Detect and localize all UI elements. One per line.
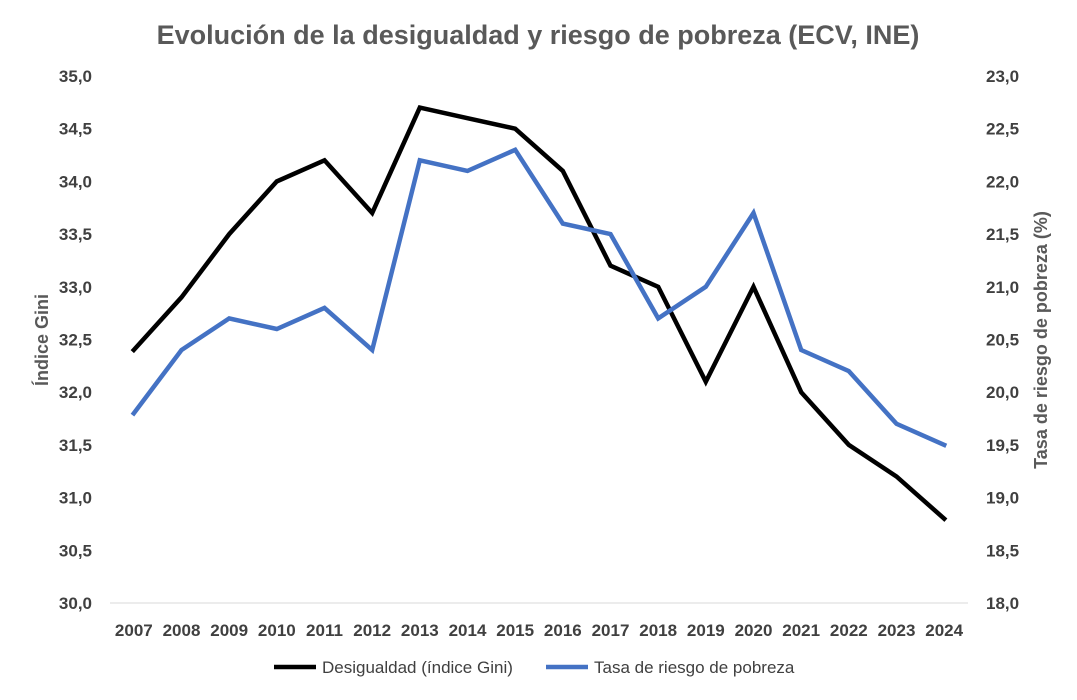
x-tick-label: 2012: [353, 621, 391, 640]
y-right-tick-label: 21,0: [986, 278, 1019, 297]
y-right-tick-label: 19,0: [986, 489, 1019, 508]
y-right-tick-label: 21,5: [986, 225, 1019, 244]
x-tick-label: 2013: [401, 621, 439, 640]
x-tick-label: 2024: [925, 621, 963, 640]
x-tick-label: 2019: [687, 621, 725, 640]
y-right-tick-label: 20,5: [986, 331, 1019, 350]
x-tick-label: 2023: [878, 621, 916, 640]
legend: Desigualdad (índice Gini) Tasa de riesgo …: [274, 658, 795, 677]
y-left-tick-label: 33,0: [59, 278, 92, 297]
series-line-2: [130, 146, 948, 448]
legend-label-2: Tasa de riesgo de pobreza: [594, 658, 795, 677]
y-left-tick-label: 33,5: [59, 225, 92, 244]
y-left-tick-label: 32,0: [59, 383, 92, 402]
x-tick-label: 2009: [210, 621, 248, 640]
y-left-tick-label: 35,0: [59, 67, 92, 86]
y-left-tick-label: 34,0: [59, 172, 92, 191]
legend-label-1: Desigualdad (índice Gini): [322, 658, 513, 677]
y-right-tick-label: 19,5: [986, 436, 1019, 455]
x-tick-label: 2015: [496, 621, 534, 640]
x-tick-label: 2014: [449, 621, 487, 640]
x-tick-label: 2010: [258, 621, 296, 640]
y-axis-left-title: Índice Gini: [31, 294, 52, 386]
y-left-tick-label: 30,0: [59, 594, 92, 613]
y-axis-right-title: Tasa de riesgo de pobreza (%): [1031, 211, 1051, 469]
x-tick-label: 2016: [544, 621, 582, 640]
chart-title: Evolución de la desigualdad y riesgo de …: [157, 20, 920, 50]
y-right-tick-label: 22,0: [986, 172, 1019, 191]
y-left-tick-label: 31,0: [59, 489, 92, 508]
y-left-tick-label: 34,5: [59, 120, 92, 139]
y-right-tick-label: 18,0: [986, 594, 1019, 613]
x-tick-label: 2008: [163, 621, 201, 640]
y-left-tick-label: 31,5: [59, 436, 92, 455]
y-right-tick-label: 20,0: [986, 383, 1019, 402]
x-tick-label: 2007: [115, 621, 153, 640]
y-left-tick-label: 30,5: [59, 541, 92, 560]
x-tick-label: 2022: [830, 621, 868, 640]
x-tick-label: 2021: [782, 621, 820, 640]
x-tick-label: 2011: [306, 621, 343, 640]
y-right-tick-label: 23,0: [986, 67, 1019, 86]
y-left-tick-label: 32,5: [59, 331, 92, 350]
y-right-tick-label: 22,5: [986, 120, 1019, 139]
series-line-1: [130, 105, 948, 522]
x-tick-label: 2017: [592, 621, 630, 640]
y-right-tick-label: 18,5: [986, 541, 1019, 560]
x-tick-label: 2018: [639, 621, 677, 640]
x-tick-label: 2020: [735, 621, 773, 640]
